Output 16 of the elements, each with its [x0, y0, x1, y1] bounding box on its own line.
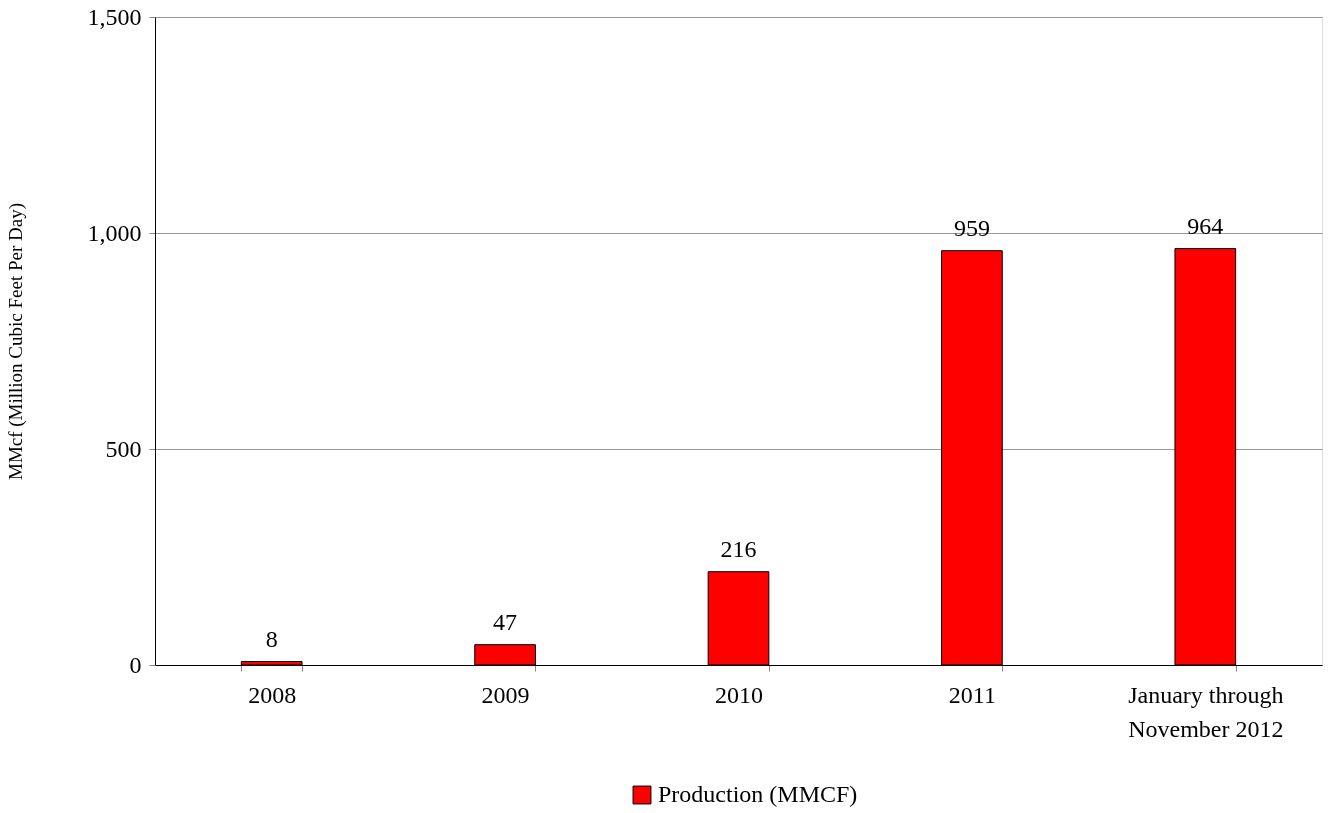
x-tick-label: 2011 [948, 681, 996, 708]
y-tick-label: 1,500 [87, 3, 142, 30]
data-label: 959 [953, 214, 990, 241]
data-label: 964 [1187, 212, 1224, 239]
y-tick-label: 0 [129, 651, 142, 678]
y-axis-title: MMcf (Million Cubic Feet Per Day) [4, 202, 27, 481]
x-tick-label: 2010 [715, 681, 763, 708]
legend-label: Production (MMCF) [658, 781, 858, 807]
data-label: 8 [265, 625, 278, 652]
y-tick-label: 500 [105, 435, 142, 462]
data-label: 47 [493, 608, 518, 635]
y-tick-label: 1,000 [87, 219, 142, 246]
x-tick-label: January through November 2012 [1128, 681, 1284, 742]
x-tick-label: 2009 [481, 681, 530, 708]
data-label: 216 [720, 535, 757, 562]
x-tick-label: 2008 [248, 681, 297, 708]
